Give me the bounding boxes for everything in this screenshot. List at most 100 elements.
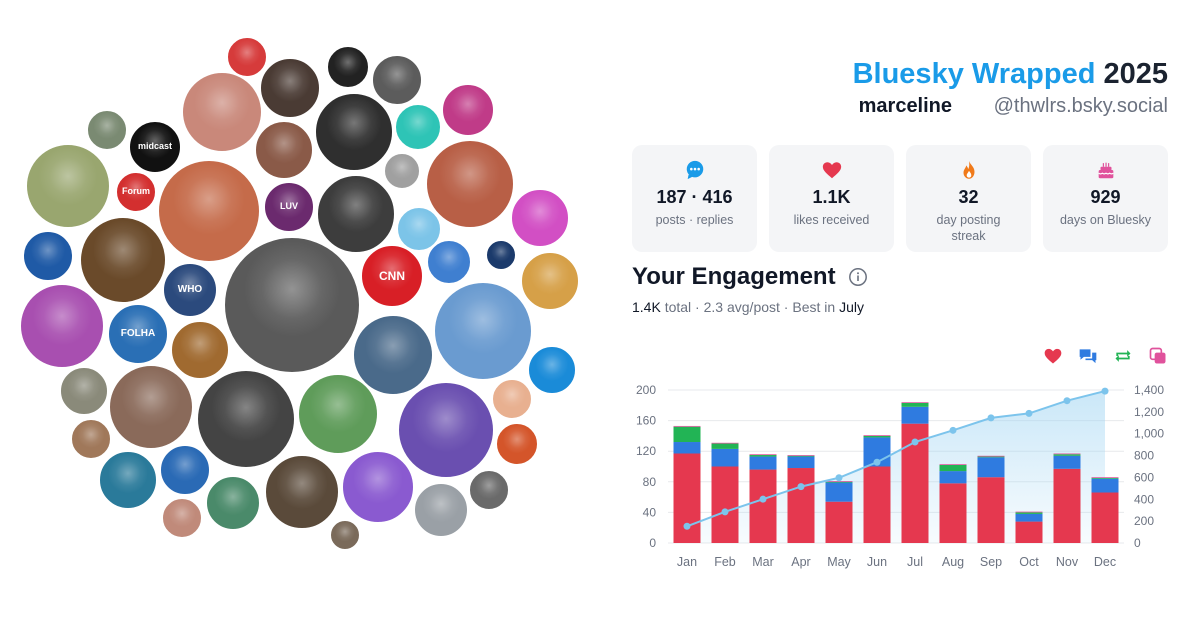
bar-segment (711, 443, 739, 449)
bar-segment (749, 454, 777, 456)
avatar[interactable] (397, 381, 495, 479)
engagement-total-label: total (664, 299, 692, 315)
engagement-best-month: July (839, 299, 864, 315)
avatar[interactable] (196, 369, 296, 469)
user-line: marceline @thwlrs.bsky.social (859, 95, 1168, 118)
heart-icon[interactable] (1043, 346, 1063, 366)
stat-value: 929 (1090, 187, 1121, 207)
cumulative-point (911, 438, 919, 446)
quote-icon[interactable] (1148, 346, 1168, 366)
engagement-chart: 0 40 80 120 160 200 0 200 400 600 800 1,000 1,200 1,4… (636, 383, 1164, 569)
avatar[interactable] (495, 422, 539, 466)
avatar[interactable] (25, 143, 111, 229)
y2-tick-label: 0 (1134, 536, 1141, 550)
bar-segment (1015, 513, 1043, 522)
y-tick-label: 120 (636, 444, 656, 458)
bar-segment (787, 455, 815, 457)
info-icon[interactable] (848, 267, 868, 287)
bar-segment (1053, 468, 1081, 543)
display-name: marceline (858, 95, 953, 117)
avatar[interactable] (314, 92, 394, 172)
brand-title: Bluesky Wrapped (852, 58, 1096, 90)
avatar[interactable]: Forum (115, 171, 157, 213)
chat-bubble-icon (686, 160, 703, 180)
avatar[interactable] (297, 373, 379, 455)
bar-segment (939, 464, 967, 472)
avatar[interactable] (170, 320, 230, 380)
stat-card-days: 929 days on Bluesky (1043, 145, 1168, 252)
avatar[interactable] (491, 378, 533, 420)
avatar[interactable] (510, 188, 570, 248)
y2-tick-label: 1,000 (1134, 427, 1164, 441)
avatar[interactable] (426, 239, 472, 285)
stat-label: likes received (793, 213, 870, 227)
avatar[interactable] (86, 109, 128, 151)
repost-icon[interactable] (1113, 346, 1133, 366)
avatar[interactable] (341, 450, 415, 524)
bar-segment (749, 469, 777, 543)
engagement-heading: Your Engagement (632, 263, 868, 291)
x-tick-label: Aug (942, 555, 964, 569)
avatar[interactable] (326, 45, 370, 89)
flame-icon (963, 160, 974, 179)
avatar[interactable] (79, 216, 167, 304)
replies-icon[interactable] (1078, 346, 1098, 366)
engagement-summary: 1.4K total · 2.3 avg/post · Best in July (632, 299, 864, 315)
avatar[interactable]: midcast (128, 120, 182, 174)
avatar[interactable] (413, 482, 469, 538)
bar-segment (1015, 512, 1043, 514)
engagement-total: 1.4K (632, 299, 661, 315)
avatar[interactable] (425, 139, 515, 229)
bar-segment (1091, 478, 1119, 493)
avatar[interactable] (371, 54, 423, 106)
avatar[interactable] (527, 345, 577, 395)
avatar[interactable] (157, 159, 261, 263)
bar-segment (977, 455, 1005, 457)
avatar[interactable] (396, 206, 442, 252)
avatar[interactable] (254, 120, 314, 180)
y-tick-label: 80 (643, 475, 657, 489)
stat-value: 1.1K (812, 187, 851, 207)
avatar[interactable]: LUV (263, 181, 315, 233)
bar-segment (787, 455, 815, 456)
user-handle: @thwlrs.bsky.social (993, 95, 1168, 117)
avatar[interactable] (223, 236, 361, 374)
avatar[interactable]: CNN (360, 244, 424, 308)
avatar[interactable] (352, 314, 434, 396)
bar-segment (825, 501, 853, 543)
avatar[interactable]: WHO (162, 262, 218, 318)
avatar[interactable] (485, 239, 517, 271)
x-tick-label: Nov (1056, 555, 1079, 569)
avatar[interactable] (468, 469, 510, 511)
cumulative-point (721, 508, 729, 516)
avatar[interactable] (19, 283, 105, 369)
bar-segment (863, 466, 891, 543)
avatar[interactable] (22, 230, 74, 282)
avatar[interactable] (59, 366, 109, 416)
bar-segment (939, 483, 967, 543)
cumulative-point (1101, 387, 1109, 395)
avatar[interactable] (264, 454, 340, 530)
avatar[interactable] (316, 174, 396, 254)
bar-segment (1091, 492, 1119, 543)
avatar[interactable] (394, 103, 442, 151)
avatar[interactable] (433, 281, 533, 381)
avatar[interactable] (181, 71, 263, 153)
avatar[interactable] (70, 418, 112, 460)
avatar[interactable] (441, 83, 495, 137)
page-title: Bluesky Wrapped 2025 (853, 58, 1168, 91)
bar-segment (825, 481, 853, 482)
bar-segment (977, 457, 1005, 478)
avatar[interactable] (329, 519, 361, 551)
avatar[interactable] (205, 475, 261, 531)
bar-segment (749, 455, 777, 457)
avatar[interactable] (259, 57, 321, 119)
avatar[interactable] (383, 152, 421, 190)
avatar[interactable]: FOLHA (107, 303, 169, 365)
avatar[interactable] (226, 36, 268, 78)
avatar[interactable] (161, 497, 203, 539)
avatar[interactable] (98, 450, 158, 510)
avatar[interactable] (520, 251, 580, 311)
avatar[interactable] (159, 444, 211, 496)
avatar[interactable] (108, 364, 194, 450)
